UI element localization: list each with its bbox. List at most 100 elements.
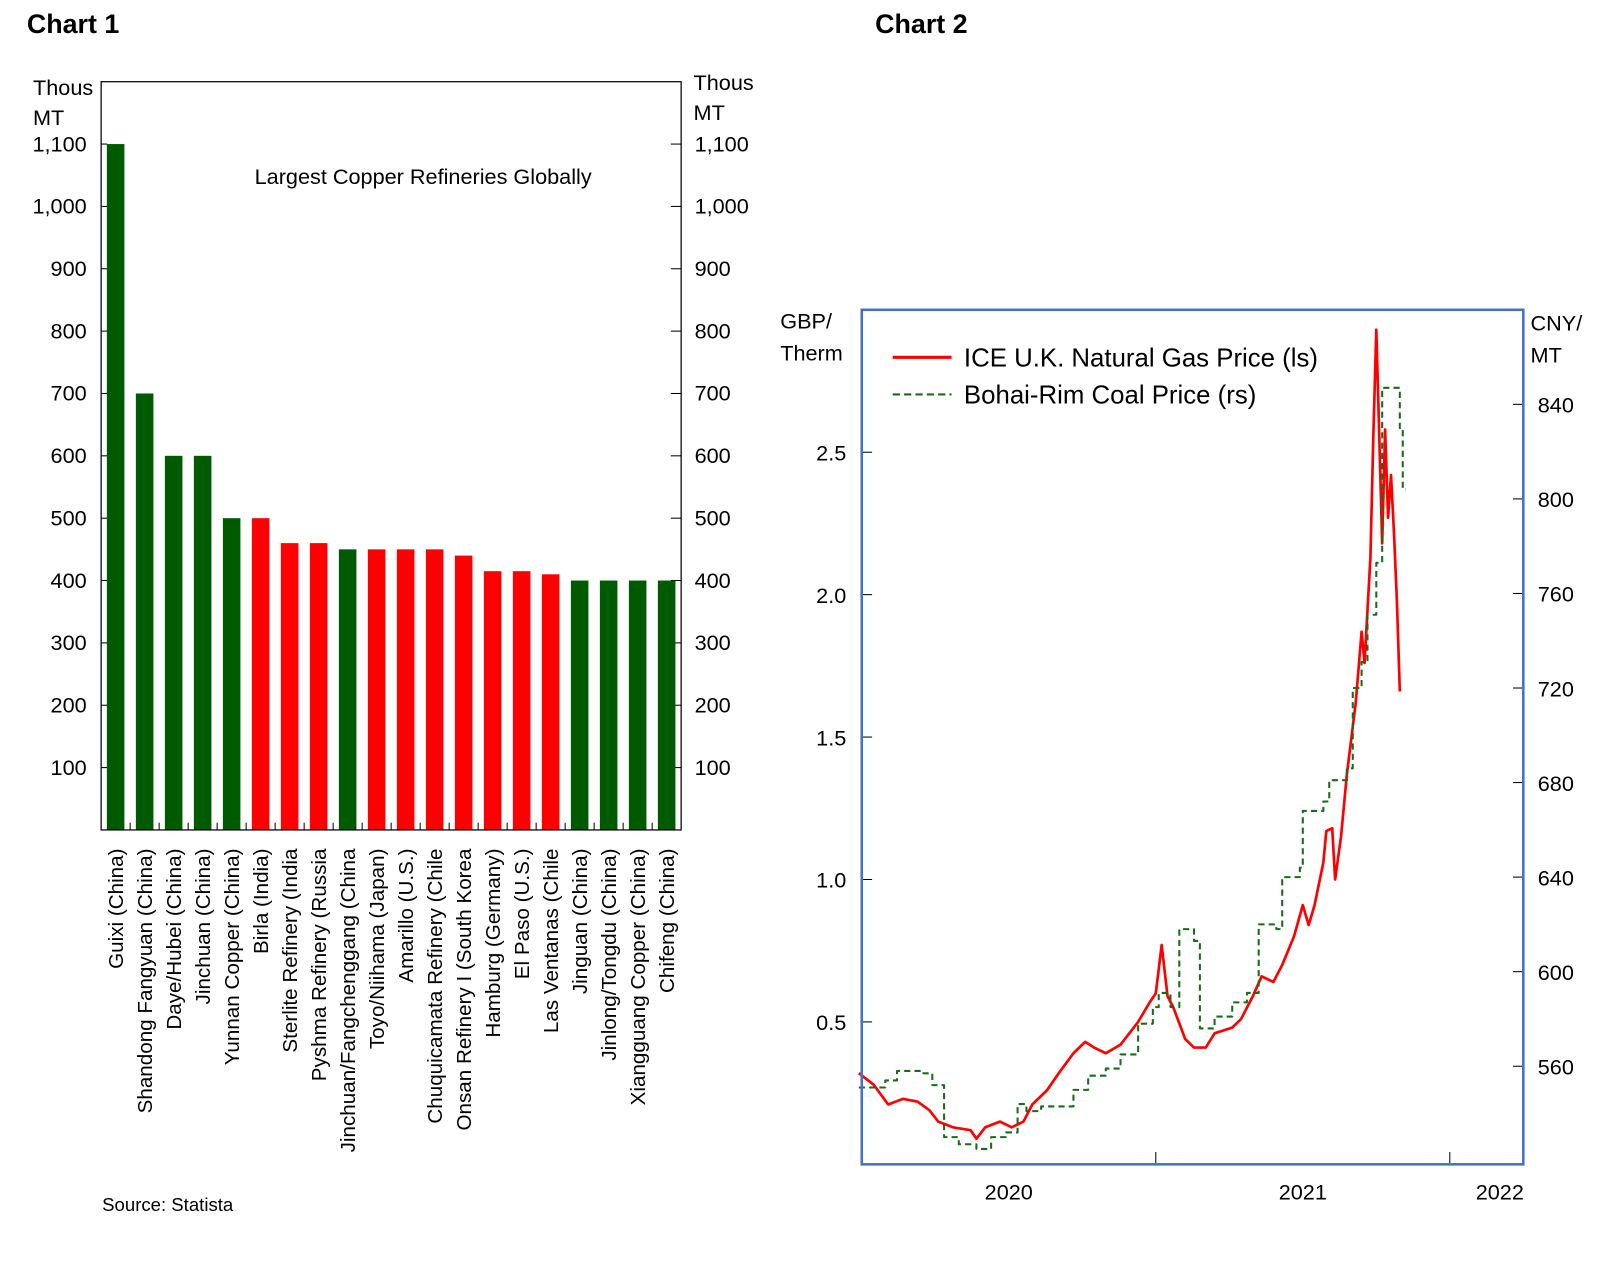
bar xyxy=(193,455,212,830)
x-tick-label: 2022 xyxy=(1476,1179,1524,1204)
x-tick-label: Jinguan (China) xyxy=(569,849,592,995)
line-chart: GBP/ Therm CNY/ MT 0.5 1.0 1.5 2.0 2.5 560 600… xyxy=(780,308,1583,1204)
chart1-header: Chart 1 xyxy=(27,9,120,39)
x-tick-label: Hamburg (Germany) xyxy=(482,849,505,1038)
x-tick-label: Chuquicamata Refinery (Chile xyxy=(424,849,447,1124)
bar xyxy=(425,549,444,830)
left-y-tick-label: 1.0 xyxy=(816,868,846,893)
left-y-tick-label: 1,100 xyxy=(32,131,86,156)
bar xyxy=(628,580,647,830)
bar xyxy=(367,549,386,830)
left-y-tick-label: 0.5 xyxy=(816,1010,846,1035)
left-y-tick-label: 2.5 xyxy=(816,440,846,465)
x-tick-label: Jinchuan (China) xyxy=(192,849,215,1005)
x-tick-label: Chifeng (China) xyxy=(656,849,679,993)
left-axis-unit-line2: Therm xyxy=(780,340,843,365)
left-axis-unit-line1: Thous xyxy=(33,75,93,100)
left-y-tick-label: 900 xyxy=(51,256,87,281)
gas-price-line xyxy=(858,328,1402,1141)
right-y-tick-label: 200 xyxy=(695,692,731,717)
right-axis-unit-line2: MT xyxy=(694,100,725,125)
left-y-tick-label: 300 xyxy=(51,630,87,655)
left-y-tick-label: 500 xyxy=(51,505,87,530)
right-y-tick-label: 800 xyxy=(1538,487,1574,512)
right-y-tick-label: 600 xyxy=(1538,960,1574,985)
x-tick-label: Daye/Hubei (China) xyxy=(163,849,186,1030)
right-y-tick-label: 680 xyxy=(1538,771,1574,796)
bar-chart: Thous MT Thous MT Largest Copper Refiner… xyxy=(32,70,753,1215)
left-y-tick-label: 600 xyxy=(51,443,87,468)
right-y-tick-label: 700 xyxy=(695,381,731,406)
right-y-tick-label: 640 xyxy=(1538,865,1574,890)
x-tick-label: Jinlong/Tongdu (China) xyxy=(598,849,621,1061)
left-y-tick-label: 1,000 xyxy=(32,194,86,219)
x-tick-label: Yunnan Copper (China) xyxy=(221,849,244,1066)
chart2-header: Chart 2 xyxy=(875,9,967,39)
right-y-tick-label: 560 xyxy=(1538,1054,1574,1079)
left-y-tick-label: 1.5 xyxy=(816,725,846,750)
right-y-tick-label: 1,000 xyxy=(695,194,749,219)
bar xyxy=(483,571,502,830)
left-axis-unit-line2: MT xyxy=(33,105,64,130)
x-tick-label: Guixi (China) xyxy=(105,849,128,969)
left-y-tick-label: 800 xyxy=(51,318,87,343)
x-tick-label: Jinchuan/Fangchenggang (China xyxy=(337,848,360,1152)
bar xyxy=(396,549,415,830)
bar xyxy=(512,571,531,830)
x-tick-label: 2021 xyxy=(1279,1179,1327,1204)
legend-coal-label: Bohai-Rim Coal Price (rs) xyxy=(964,382,1256,410)
x-tick-label: El Paso (U.S.) xyxy=(511,849,534,980)
x-tick-label: Xiangguang Copper (China) xyxy=(627,849,650,1106)
chart-title: Largest Copper Refineries Globally xyxy=(255,164,592,189)
bar xyxy=(599,580,618,830)
source-note: Source: Statista xyxy=(102,1194,234,1215)
plot-frame xyxy=(860,308,1525,1166)
right-y-tick-label: 800 xyxy=(695,318,731,343)
right-y-tick-label: 760 xyxy=(1538,582,1574,607)
bar xyxy=(222,518,241,830)
bar xyxy=(454,555,473,830)
bar xyxy=(657,580,676,830)
left-axis-unit-line1: GBP/ xyxy=(780,308,833,333)
bar xyxy=(251,518,270,830)
right-y-tick-label: 840 xyxy=(1538,393,1574,418)
right-y-tick-label: 500 xyxy=(695,505,731,530)
plot-frame xyxy=(100,81,682,831)
right-y-tick-label: 400 xyxy=(695,568,731,593)
bar xyxy=(309,543,328,830)
right-y-tick-label: 720 xyxy=(1538,676,1574,701)
x-tick-label: 2020 xyxy=(985,1179,1033,1204)
bar xyxy=(164,455,183,830)
left-y-tick-label: 400 xyxy=(51,568,87,593)
right-y-tick-label: 300 xyxy=(695,630,731,655)
right-y-tick-label: 100 xyxy=(695,755,731,780)
left-y-tick-label: 100 xyxy=(51,755,87,780)
x-tick-label: Onsan Refinery I (South Korea xyxy=(453,848,476,1131)
bar xyxy=(135,393,154,830)
right-axis-unit-line2: MT xyxy=(1531,342,1562,367)
right-axis-unit-line1: CNY/ xyxy=(1531,310,1584,335)
bar xyxy=(338,549,357,830)
x-tick-label: Toyo/Niihama (Japan) xyxy=(366,849,389,1050)
right-y-tick-label: 600 xyxy=(695,443,731,468)
left-y-tick-label: 200 xyxy=(51,692,87,717)
coal-price-line xyxy=(858,386,1406,1150)
x-tick-label: Shandong Fangyuan (China) xyxy=(134,849,157,1114)
left-y-tick-label: 700 xyxy=(51,381,87,406)
bar xyxy=(541,574,560,830)
right-y-tick-label: 900 xyxy=(695,256,731,281)
x-tick-label: Sterlite Refinery (India xyxy=(279,848,302,1053)
bar xyxy=(106,144,125,830)
legend-gas-label: ICE U.K. Natural Gas Price (ls) xyxy=(964,345,1318,373)
x-tick-label: Pyshma Refinery (Russia xyxy=(308,848,331,1081)
right-axis-unit-line1: Thous xyxy=(694,70,754,95)
right-y-tick-label: 1,100 xyxy=(695,131,749,156)
x-tick-label: Birla (India) xyxy=(250,849,273,954)
x-tick-label: Las Ventanas (Chile xyxy=(540,849,563,1034)
legend: ICE U.K. Natural Gas Price (ls) Bohai-Ri… xyxy=(892,345,1318,410)
left-y-tick-label: 2.0 xyxy=(816,583,846,608)
bar xyxy=(570,580,589,830)
bar xyxy=(280,543,299,830)
x-tick-label: Amarillo (U.S.) xyxy=(395,849,418,983)
